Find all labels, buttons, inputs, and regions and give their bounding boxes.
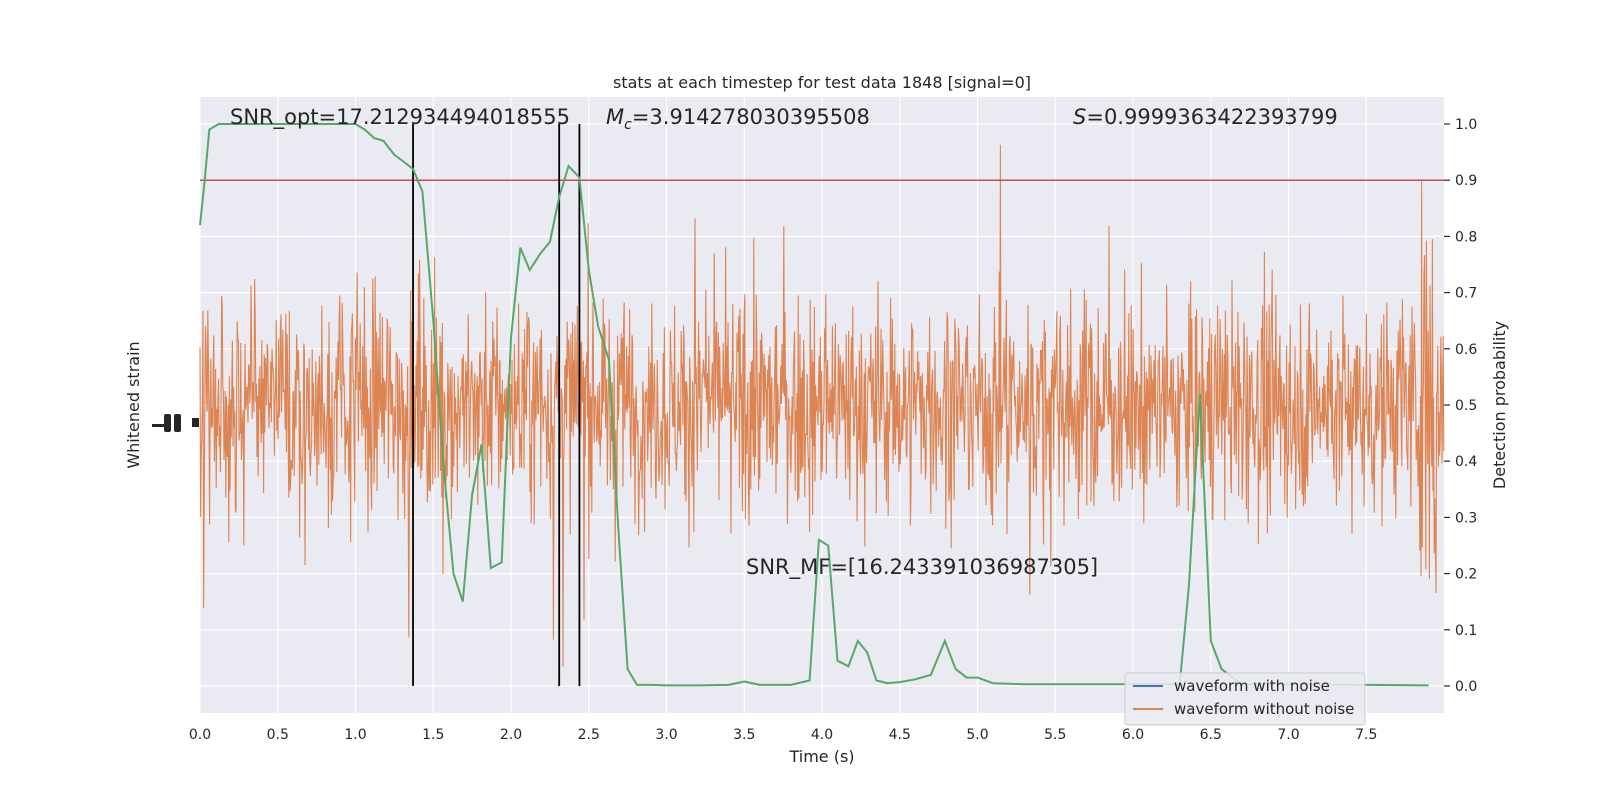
x-axis-ticks: 0.0 0.5 1.0 1.5 2.0 2.5 3.0 3.5 4.0 4.5 5.0 5.5 6.0 6…	[189, 727, 1378, 743]
y-tick-label: 0.7	[1455, 286, 1477, 302]
x-tick-label: 5.5	[1044, 727, 1066, 743]
x-tick-label: 4.5	[889, 727, 911, 743]
y-tick-label: 0.2	[1455, 567, 1477, 583]
x-tick-label: 3.0	[655, 727, 677, 743]
x-tick-label: 1.5	[422, 727, 444, 743]
detection-probability-line	[199, 123, 1429, 687]
legend: waveform with noise waveform without noi…	[1124, 672, 1366, 726]
x-tick-label: 2.0	[500, 727, 522, 743]
strain-waveform	[199, 144, 1445, 667]
x-tick-label: 1.0	[344, 727, 366, 743]
x-tick-label: 4.0	[811, 727, 833, 743]
y-tick-label: 0.8	[1455, 229, 1477, 245]
x-tick-label: 2.5	[578, 727, 600, 743]
y-tick-label: 0.0	[1455, 679, 1477, 695]
mc-symbol: M	[606, 105, 624, 129]
x-tick-label: 7.0	[1277, 727, 1299, 743]
y-tick-label: 0.3	[1455, 510, 1477, 526]
x-tick-label: 0.5	[267, 727, 289, 743]
legend-label-without-noise: waveform without noise	[1174, 700, 1354, 718]
x-tick-label: 6.5	[1200, 727, 1222, 743]
y-tick-label: 1.0	[1455, 117, 1477, 133]
s-symbol: S	[1073, 105, 1086, 129]
snr-mf-annotation: SNR_MF=[16.243391036987305]	[746, 555, 1098, 580]
strain-trace	[199, 144, 1445, 667]
x-tick-label: 5.0	[966, 727, 988, 743]
y-axis-label-left: Whitened strain	[124, 341, 143, 468]
y-tick-label: 0.5	[1455, 398, 1477, 414]
y-axis-ticks-right: 0.0 0.1 0.2 0.3 0.4 0.5 0.6 0.7 0.8 0.9 1.0	[1444, 117, 1477, 695]
trigger-lines	[412, 124, 581, 686]
chirp-mass-annotation: Mc=3.914278030395508	[606, 105, 870, 133]
s-annotation: S=0.9999363422393799	[1073, 105, 1338, 129]
y-tick-label: 0.1	[1455, 623, 1477, 639]
x-tick-label: 0.0	[189, 727, 211, 743]
s-value: =0.9999363422393799	[1086, 105, 1337, 129]
x-axis-label: Time (s)	[788, 747, 854, 766]
x-tick-label: 6.0	[1122, 727, 1144, 743]
mc-value: =3.914278030395508	[632, 105, 870, 129]
mc-subscript: c	[624, 117, 632, 133]
left-axis-ticks	[152, 414, 199, 432]
y-tick-label: 0.4	[1455, 454, 1477, 470]
snr-opt-annotation: SNR_opt=17.212934494018555	[230, 105, 570, 130]
y-tick-label: 0.9	[1455, 173, 1477, 189]
legend-label-with-noise: waveform with noise	[1174, 677, 1330, 695]
y-tick-label: 0.6	[1455, 342, 1477, 358]
x-tick-label: 7.5	[1355, 727, 1377, 743]
x-tick-label: 3.5	[733, 727, 755, 743]
chart-title: stats at each timestep for test data 184…	[613, 73, 1031, 92]
y-axis-label-right: Detection probability	[1490, 321, 1509, 489]
